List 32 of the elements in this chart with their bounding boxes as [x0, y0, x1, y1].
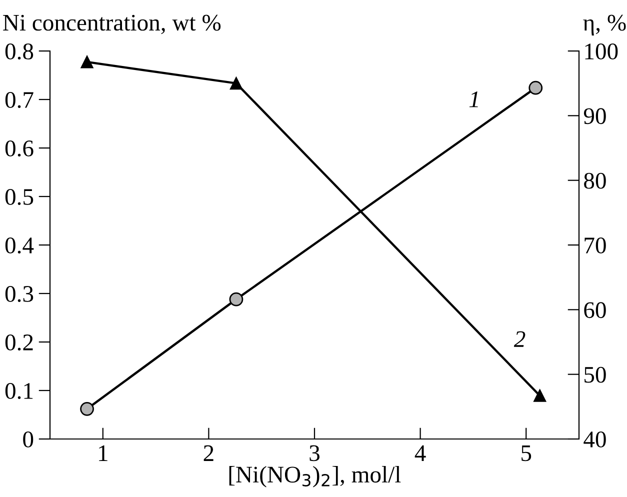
- y2-tick-label: 90: [584, 108, 606, 124]
- point: [528, 80, 543, 95]
- series-label: 1: [469, 92, 478, 108]
- point: [80, 402, 94, 416]
- x-tick-label: 3: [310, 445, 320, 462]
- y2-tick-label: 100: [585, 43, 618, 60]
- y2-tick-label: 60: [584, 302, 606, 318]
- y2-tick-label: 80: [584, 172, 606, 189]
- x-tick-label: 5: [522, 445, 532, 462]
- y-axis-title: Ni concentration, wt %: [3, 14, 221, 34]
- y2-tick-label: 70: [584, 237, 606, 254]
- y-tick-label: 0.1: [5, 382, 33, 400]
- y2-tick-label: 40: [584, 431, 606, 448]
- y2-axis-title: η, %: [583, 14, 626, 36]
- point: [229, 292, 244, 306]
- point: [230, 77, 242, 90]
- y-tick-label: 0.5: [5, 188, 34, 206]
- y-tick-label: 0.2: [5, 334, 33, 351]
- x-tick-label: 1: [99, 445, 108, 461]
- x-tick-label: 2: [204, 445, 214, 461]
- point: [534, 389, 546, 402]
- x-axis-title: [Ni(NO$_{3}$)$_{2}$], mol/l: [229, 466, 401, 488]
- y2-tick-label: 50: [584, 366, 606, 383]
- y-tick-label: 0.6: [5, 140, 34, 157]
- y-tick-label: 0.3: [5, 286, 34, 302]
- point: [80, 56, 94, 68]
- series-label: 2: [514, 331, 526, 347]
- y-tick-label: 0.8: [5, 43, 34, 60]
- y-tick-label: 0: [23, 431, 34, 448]
- y-tick-label: 0.4: [5, 237, 34, 254]
- x-tick-label: 4: [414, 445, 426, 461]
- y-tick-label: 0.7: [5, 92, 34, 108]
